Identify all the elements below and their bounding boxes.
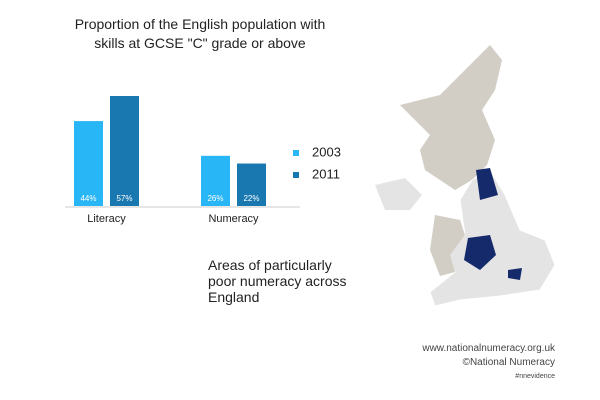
bar [201, 155, 230, 206]
x-tick-label: Literacy [87, 213, 126, 225]
legend-label: 2003 [312, 144, 341, 159]
x-tick-label: Numeracy [208, 213, 259, 225]
value-label: 44% [80, 194, 96, 203]
legend-swatch [293, 150, 299, 156]
map-area-north-east [476, 168, 498, 200]
legend-label: 2011 [312, 166, 340, 181]
map-northern-ireland [375, 178, 422, 210]
value-label: 26% [207, 194, 223, 203]
bar [74, 121, 103, 206]
chart-title: Proportion of the English population wit… [74, 16, 326, 51]
footer-credit: ©National Numeracy [462, 357, 555, 368]
bar [237, 163, 266, 206]
map-wales [430, 215, 465, 276]
map-area-london [508, 268, 522, 280]
annotation: Areas of particularly poor numeracy acro… [208, 257, 347, 305]
legend-swatch [293, 172, 299, 178]
value-label: 22% [243, 194, 259, 203]
map-area-midlands [464, 235, 496, 270]
value-label: 57% [116, 194, 132, 203]
footer-url: www.nationalnumeracy.org.uk [422, 343, 555, 354]
map [375, 45, 556, 307]
map-scotland [400, 45, 502, 190]
bar [110, 95, 139, 206]
footer-tag: #nnevidence [515, 373, 555, 380]
